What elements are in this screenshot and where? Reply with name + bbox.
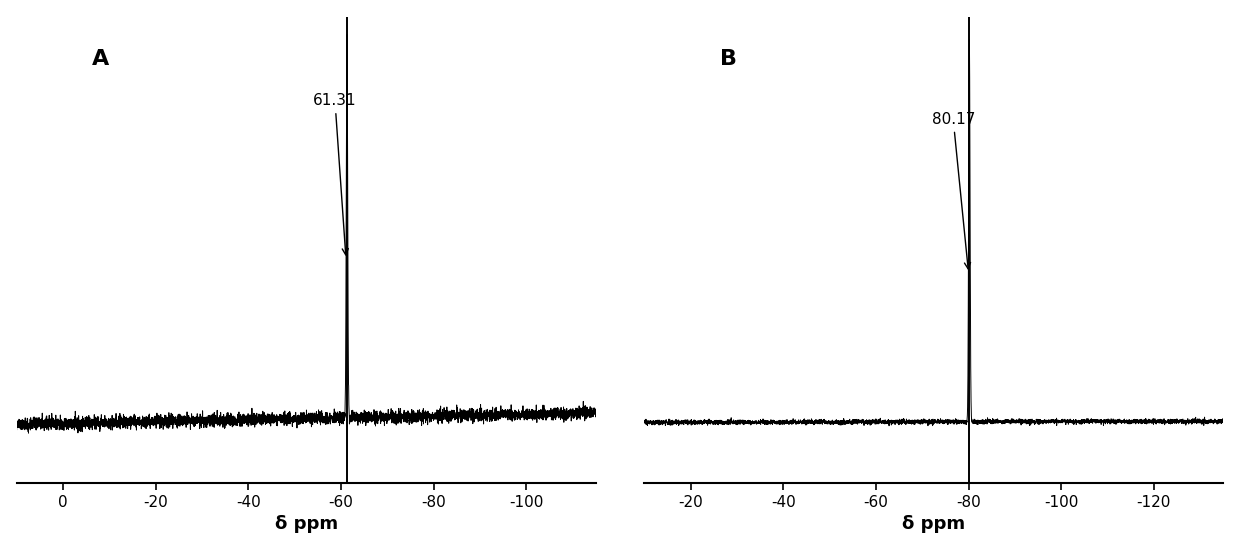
Text: 80.17: 80.17 bbox=[931, 112, 975, 269]
X-axis label: δ ppm: δ ppm bbox=[274, 515, 337, 534]
Text: B: B bbox=[719, 50, 737, 69]
X-axis label: δ ppm: δ ppm bbox=[903, 515, 966, 534]
Text: 61.31: 61.31 bbox=[314, 93, 357, 255]
Text: A: A bbox=[92, 50, 109, 69]
